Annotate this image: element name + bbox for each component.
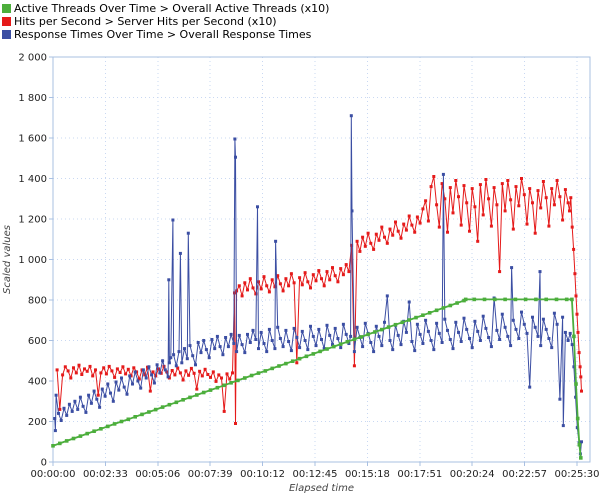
svg-text:2 000: 2 000	[18, 53, 47, 64]
svg-text:00:00:00: 00:00:00	[31, 469, 76, 480]
svg-text:0: 0	[41, 458, 47, 469]
svg-text:1 800: 1 800	[18, 93, 47, 104]
svg-text:00:17:51: 00:17:51	[397, 469, 442, 480]
legend-item-active-threads: Active Threads Over Time > Overall Activ…	[2, 2, 329, 15]
svg-text:Scaled values: Scaled values	[2, 225, 13, 294]
legend-swatch-blue	[2, 30, 11, 39]
svg-text:Elapsed time: Elapsed time	[289, 483, 354, 494]
svg-text:00:22:57: 00:22:57	[502, 469, 547, 480]
svg-text:00:12:45: 00:12:45	[293, 469, 338, 480]
svg-text:800: 800	[28, 296, 47, 307]
legend-label-active-threads: Active Threads Over Time > Overall Activ…	[14, 2, 330, 15]
svg-text:600: 600	[28, 336, 47, 347]
svg-text:1 400: 1 400	[18, 174, 47, 185]
svg-text:00:20:24: 00:20:24	[450, 469, 495, 480]
legend-swatch-green	[2, 4, 11, 13]
svg-text:1 000: 1 000	[18, 255, 47, 266]
svg-text:400: 400	[28, 377, 47, 388]
svg-text:00:15:18: 00:15:18	[345, 469, 390, 480]
legend-item-hits-per-second: Hits per Second > Server Hits per Second…	[2, 15, 329, 28]
legend: Active Threads Over Time > Overall Activ…	[2, 2, 329, 41]
svg-text:200: 200	[28, 417, 47, 428]
svg-text:00:10:12: 00:10:12	[240, 469, 285, 480]
svg-text:1 600: 1 600	[18, 134, 47, 145]
legend-label-hits-per-second: Hits per Second > Server Hits per Second…	[14, 15, 277, 28]
legend-swatch-red	[2, 17, 11, 26]
svg-text:00:05:06: 00:05:06	[135, 469, 180, 480]
svg-text:00:25:30: 00:25:30	[555, 469, 600, 480]
svg-text:1 200: 1 200	[18, 215, 47, 226]
legend-label-response-times: Response Times Over Time > Overall Respo…	[14, 28, 312, 41]
svg-text:00:02:33: 00:02:33	[83, 469, 128, 480]
legend-item-response-times: Response Times Over Time > Overall Respo…	[2, 28, 329, 41]
svg-text:00:07:39: 00:07:39	[188, 469, 233, 480]
